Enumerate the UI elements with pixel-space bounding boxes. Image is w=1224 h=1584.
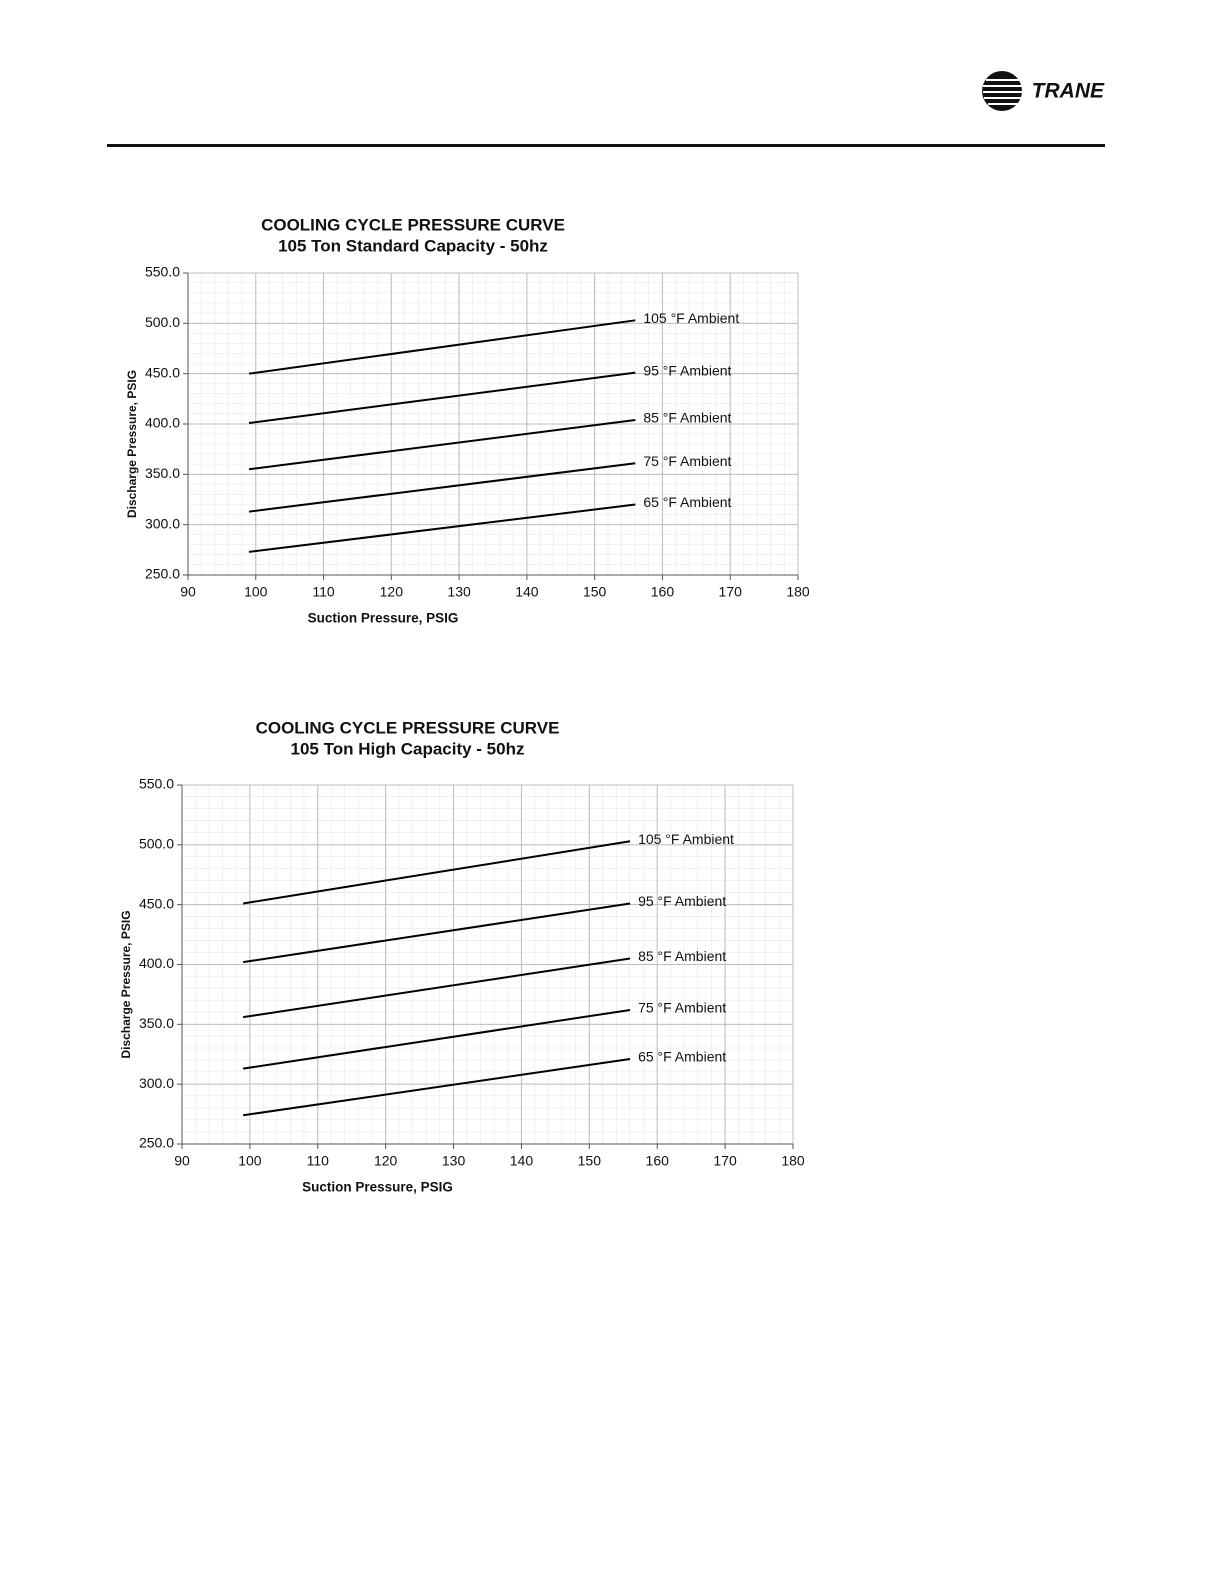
x-tick-label: 130 (447, 584, 471, 600)
x-tick-label: 140 (510, 1153, 534, 1169)
y-tick-label: 450.0 (145, 364, 180, 380)
series-label: 95 °F Ambient (643, 362, 731, 378)
series-label: 75 °F Ambient (643, 453, 731, 469)
x-tick-label: 130 (442, 1153, 466, 1169)
chart-subtitle: 105 Ton Standard Capacity - 50hz (278, 236, 548, 255)
y-axis-label: Discharge Pressure, PSIG (119, 910, 133, 1058)
y-tick-label: 300.0 (139, 1075, 174, 1091)
x-tick-label: 140 (515, 584, 539, 600)
y-tick-label: 500.0 (139, 836, 174, 852)
y-axis-label: Discharge Pressure, PSIG (125, 370, 139, 518)
x-tick-label: 170 (719, 584, 743, 600)
x-tick-label: 100 (238, 1153, 262, 1169)
series-label: 95 °F Ambient (638, 893, 726, 909)
chart-title: COOLING CYCLE PRESSURE CURVE (256, 718, 560, 737)
y-tick-label: 350.0 (145, 465, 180, 481)
series-line (248, 371, 636, 424)
y-tick-label: 250.0 (145, 566, 180, 582)
x-tick-label: 160 (646, 1153, 670, 1169)
x-tick-label: 120 (374, 1153, 398, 1169)
series-line (242, 1008, 631, 1070)
y-tick-label: 450.0 (139, 895, 174, 911)
series-label: 65 °F Ambient (643, 494, 731, 510)
header-rule (107, 144, 1105, 147)
x-tick-label: 150 (583, 584, 607, 600)
x-tick-label: 90 (174, 1153, 190, 1169)
series-label: 105 °F Ambient (638, 831, 734, 847)
logo-text: TRANE (1032, 80, 1105, 103)
x-tick-label: 170 (713, 1153, 737, 1169)
x-tick-label: 90 (180, 584, 196, 600)
series-line (242, 902, 631, 964)
logo-mark (982, 71, 1030, 111)
x-tick-label: 110 (307, 1153, 330, 1169)
x-tick-label: 110 (312, 584, 335, 600)
y-tick-label: 350.0 (139, 1015, 174, 1031)
y-tick-label: 300.0 (145, 515, 180, 531)
chart-title: COOLING CYCLE PRESSURE CURVE (261, 215, 565, 234)
x-tick-label: 150 (578, 1153, 602, 1169)
series-line (248, 418, 636, 471)
x-tick-label: 100 (244, 584, 268, 600)
series-line (242, 957, 631, 1019)
series-label: 85 °F Ambient (638, 948, 726, 964)
series-label: 75 °F Ambient (638, 1000, 726, 1016)
x-tick-label: 180 (786, 584, 810, 600)
y-tick-label: 400.0 (139, 955, 174, 971)
x-tick-label: 160 (651, 584, 675, 600)
series-line (248, 503, 636, 553)
series-label: 65 °F Ambient (638, 1049, 726, 1065)
x-tick-label: 120 (380, 584, 404, 600)
chart-subtitle: 105 Ton High Capacity - 50hz (291, 739, 525, 758)
x-axis-label: Suction Pressure, PSIG (302, 1180, 453, 1195)
series-label: 85 °F Ambient (643, 410, 731, 426)
x-tick-label: 180 (781, 1153, 805, 1169)
y-tick-label: 400.0 (145, 415, 180, 431)
y-tick-label: 500.0 (145, 314, 180, 330)
series-line (242, 840, 631, 905)
series-line (248, 462, 636, 513)
y-tick-label: 250.0 (139, 1135, 174, 1151)
y-tick-label: 550.0 (145, 264, 180, 280)
series-line (242, 1058, 631, 1117)
series-label: 105 °F Ambient (643, 310, 739, 326)
x-axis-label: Suction Pressure, PSIG (308, 611, 459, 626)
series-line (248, 319, 636, 375)
y-tick-label: 550.0 (139, 776, 174, 792)
